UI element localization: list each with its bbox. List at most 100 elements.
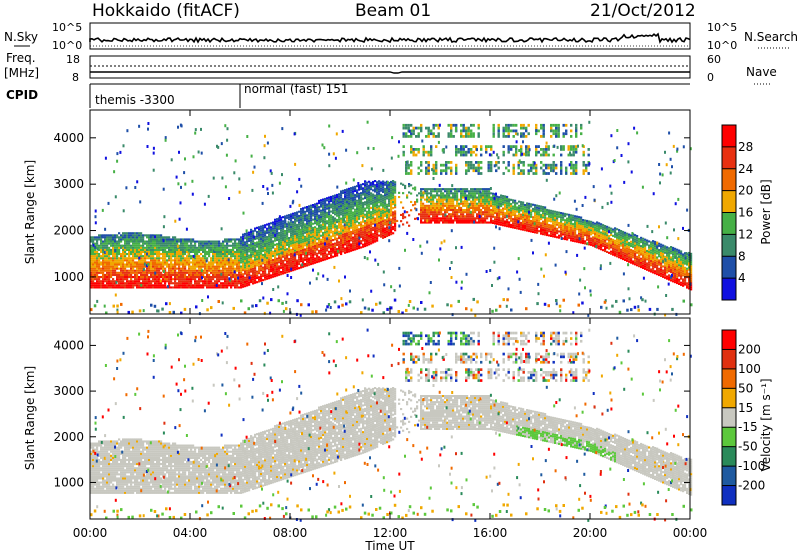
power-cell bbox=[326, 216, 328, 218]
power-cell bbox=[340, 230, 342, 232]
power-cell bbox=[112, 257, 114, 259]
power-cell bbox=[306, 246, 308, 248]
power-cell bbox=[286, 225, 288, 227]
power-cell bbox=[120, 284, 122, 286]
power-cell bbox=[176, 257, 178, 259]
power-cell bbox=[214, 282, 216, 284]
power-cell bbox=[324, 200, 326, 202]
power-cell bbox=[532, 220, 534, 222]
power-cell bbox=[172, 272, 174, 274]
power-cell bbox=[368, 239, 370, 241]
power-cell bbox=[280, 263, 282, 265]
power-cell bbox=[522, 227, 524, 229]
power-cell bbox=[344, 243, 346, 245]
power-cell bbox=[428, 207, 430, 209]
power-cell bbox=[196, 286, 198, 288]
power-cell bbox=[274, 269, 276, 271]
power-cell bbox=[124, 241, 126, 243]
power-cell bbox=[130, 264, 132, 266]
power-cell bbox=[244, 237, 246, 239]
power-cell bbox=[324, 221, 326, 223]
power-cell bbox=[312, 244, 314, 246]
power-cell bbox=[118, 245, 120, 247]
power-cell bbox=[252, 264, 254, 266]
power-cell bbox=[378, 230, 380, 232]
power-cell bbox=[352, 249, 354, 251]
power-cell bbox=[450, 197, 452, 199]
power-cell bbox=[582, 223, 584, 225]
power-cell bbox=[290, 220, 292, 222]
power-cell bbox=[136, 234, 138, 236]
power-cell bbox=[96, 284, 98, 286]
power-cell bbox=[342, 211, 344, 213]
power-cell bbox=[324, 213, 326, 215]
power-cell bbox=[146, 278, 148, 280]
power-cell bbox=[166, 236, 168, 238]
power-cell bbox=[100, 282, 102, 284]
power-cell bbox=[522, 229, 524, 231]
power-cell bbox=[336, 198, 338, 200]
power-cell bbox=[170, 257, 172, 259]
power-cell bbox=[258, 230, 260, 232]
power-cell bbox=[548, 228, 550, 230]
power-cell bbox=[240, 249, 242, 251]
power-cell bbox=[216, 276, 218, 278]
power-cell bbox=[254, 255, 256, 257]
power-cell bbox=[248, 240, 250, 242]
power-cell bbox=[160, 247, 162, 249]
power-cell bbox=[564, 215, 566, 217]
power-cell bbox=[522, 208, 524, 210]
power-cell bbox=[174, 268, 176, 270]
power-cell bbox=[112, 268, 114, 270]
power-cell bbox=[180, 247, 182, 249]
power-cell bbox=[124, 232, 126, 234]
power-cell bbox=[376, 198, 378, 200]
power-cell bbox=[264, 241, 266, 243]
power-cell bbox=[434, 217, 436, 219]
power-cell bbox=[338, 193, 340, 195]
power-cell bbox=[458, 211, 460, 213]
power-cell bbox=[286, 238, 288, 240]
power-cell bbox=[428, 211, 430, 213]
power-cell bbox=[298, 236, 300, 238]
power-cell bbox=[478, 188, 480, 190]
power-cell bbox=[314, 233, 316, 235]
power-cell bbox=[310, 219, 312, 221]
power-cell bbox=[436, 192, 438, 194]
power-cell bbox=[158, 257, 160, 259]
power-cell bbox=[240, 253, 242, 255]
power-cell bbox=[226, 241, 228, 243]
power-cell bbox=[448, 217, 450, 219]
power-cell bbox=[154, 245, 156, 247]
power-cell bbox=[314, 205, 316, 207]
power-cell bbox=[252, 276, 254, 278]
power-cell bbox=[360, 196, 362, 198]
power-cell bbox=[118, 274, 120, 276]
power-cell bbox=[338, 243, 340, 245]
power-cell bbox=[278, 255, 280, 257]
power-cell bbox=[218, 261, 220, 263]
power-cell bbox=[172, 249, 174, 251]
power-cell bbox=[248, 244, 250, 246]
power-cell bbox=[170, 266, 172, 268]
power-cell bbox=[178, 249, 180, 251]
power-cell bbox=[300, 256, 302, 258]
power-cell bbox=[326, 243, 328, 245]
power-cell bbox=[278, 232, 280, 234]
power-cell bbox=[290, 241, 292, 243]
power-cell bbox=[286, 234, 288, 236]
power-cell bbox=[272, 276, 274, 278]
power-cell bbox=[292, 238, 294, 240]
power-cell bbox=[520, 201, 522, 203]
power-cell bbox=[566, 228, 568, 230]
power-cell bbox=[230, 259, 232, 261]
power-cell bbox=[358, 247, 360, 249]
power-cell bbox=[552, 233, 554, 235]
power-cell bbox=[124, 247, 126, 249]
power-cell bbox=[570, 235, 572, 237]
power-cell bbox=[106, 249, 108, 251]
power-cell bbox=[342, 198, 344, 200]
power-cell bbox=[104, 259, 106, 261]
power-cell bbox=[168, 257, 170, 259]
power-cell bbox=[172, 253, 174, 255]
